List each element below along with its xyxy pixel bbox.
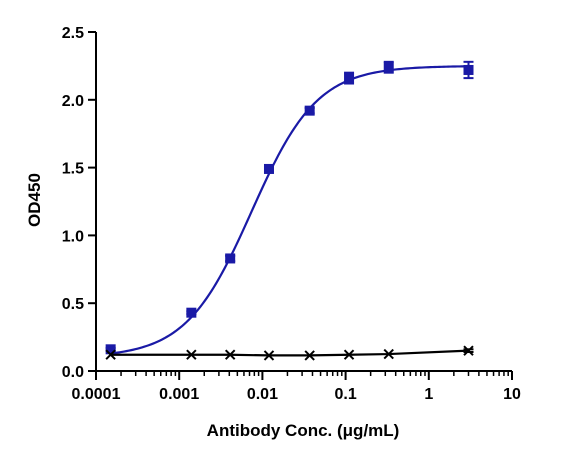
x-marker-stroke (263, 350, 275, 361)
x-marker-stroke (224, 349, 236, 360)
series-1-point (344, 73, 355, 84)
x-tick-label: 0.01 (247, 386, 278, 403)
x-marker-stroke (304, 350, 315, 361)
y-tick-label: 2.5 (62, 25, 84, 42)
series-2-point (224, 349, 236, 360)
y-tick-label: 2.0 (62, 93, 84, 110)
y-tick-label: 0.5 (62, 296, 84, 313)
series-1-point (463, 64, 474, 75)
x-tick-label: 10 (503, 386, 521, 403)
x-axis-title: Antibody Conc. (μg/mL) (207, 421, 400, 440)
x-marker-stroke (383, 348, 394, 360)
axes: 0.0 0.5 1.0 1.5 2.0 2.5 0.0001 0.001 0.01 0.1 1 10 (62, 25, 521, 403)
series-2-point (383, 348, 394, 360)
x-tick-label: 0.0001 (72, 386, 121, 403)
series-1-point (304, 105, 315, 116)
series-1-point (263, 163, 274, 174)
plot-area (105, 60, 474, 361)
series-2-point (343, 349, 355, 360)
series-2-point (463, 345, 474, 356)
series-1-point (383, 62, 394, 73)
series-1-point (105, 344, 116, 355)
x-tick-label: 0.001 (159, 386, 199, 403)
y-tick-label: 0.0 (62, 364, 84, 381)
x-marker-stroke (343, 349, 355, 360)
x-tick-label: 1 (424, 386, 433, 403)
series-1-point (186, 307, 197, 318)
x-marker-stroke (463, 345, 474, 356)
series-2-point (304, 350, 315, 361)
x-marker-stroke (105, 349, 116, 360)
x-tick-label: 0.1 (334, 386, 356, 403)
series-2-fit-line (110, 349, 469, 357)
x-marker-stroke (186, 349, 197, 360)
series-1-point (225, 253, 236, 264)
y-tick-label: 1.0 (62, 228, 84, 245)
series-2-point (186, 349, 197, 360)
y-tick-label: 1.5 (62, 161, 84, 178)
series-1-fit-line (110, 65, 469, 355)
series-2-point (263, 350, 275, 361)
y-axis-title: OD450 (25, 173, 44, 227)
series-2-point (105, 349, 116, 360)
